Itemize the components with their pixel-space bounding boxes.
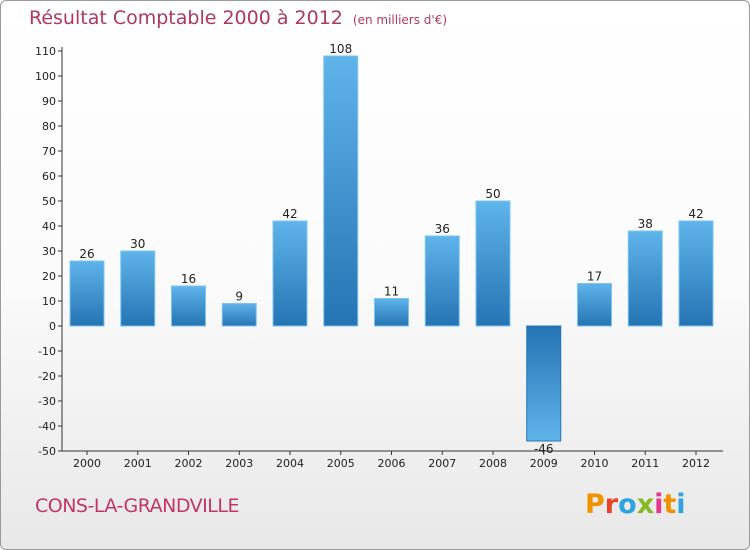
bar-2001 <box>120 250 156 327</box>
x-tick-label: 2012 <box>682 457 710 470</box>
x-tick-label: 2001 <box>124 457 152 470</box>
data-label-2011: 38 <box>638 217 653 231</box>
y-tick-label: 40 <box>42 220 56 233</box>
y-tick-label: 20 <box>42 270 56 283</box>
bar-2006 <box>374 298 409 327</box>
x-tick-label: 2007 <box>428 457 456 470</box>
bar-2002 <box>171 285 206 327</box>
y-tick-label: 90 <box>42 95 56 108</box>
x-tick-label: 2003 <box>225 457 253 470</box>
bar-2000 <box>69 260 105 327</box>
data-label-2006: 11 <box>384 285 399 299</box>
y-tick-label: -30 <box>38 395 56 408</box>
x-tick-label: 2006 <box>378 457 406 470</box>
bar-2008 <box>475 200 511 327</box>
bar-2007 <box>424 235 460 327</box>
y-tick-label: -50 <box>38 445 56 458</box>
x-tick-label: 2002 <box>175 457 203 470</box>
x-tick-label: 2008 <box>479 457 507 470</box>
x-tick-label: 2000 <box>73 457 101 470</box>
y-tick-label: -10 <box>38 345 56 358</box>
x-tick-label: 2005 <box>327 457 355 470</box>
proxiti-logo: Proxiti <box>585 489 686 520</box>
data-label-2012: 42 <box>688 207 703 221</box>
logo-letter: o <box>618 489 637 520</box>
y-tick-label: 50 <box>42 195 56 208</box>
x-tick-label: 2004 <box>276 457 304 470</box>
data-label-2001: 30 <box>130 237 145 251</box>
y-tick-label: 0 <box>49 320 56 333</box>
data-label-2000: 26 <box>79 247 94 261</box>
x-tick-label: 2009 <box>530 457 558 470</box>
data-label-2003: 9 <box>235 290 243 304</box>
y-tick-label: 30 <box>42 245 56 258</box>
logo-letter: i <box>654 489 664 520</box>
logo-letter: P <box>585 489 605 520</box>
data-label-2002: 16 <box>181 272 196 286</box>
bar-2004 <box>272 220 308 327</box>
logo-letter: x <box>636 489 655 520</box>
bar-2012 <box>678 220 714 327</box>
title-unit: (en milliers d'€) <box>352 13 448 27</box>
data-label-2010: 17 <box>587 270 602 284</box>
x-tick-label: 2011 <box>631 457 659 470</box>
x-tick-label: 2010 <box>581 457 609 470</box>
y-tick-label: 70 <box>42 145 56 158</box>
bar-2009 <box>526 325 562 442</box>
y-tick-label: -40 <box>38 420 56 433</box>
title-text: Résultat Comptable 2000 à 2012 <box>29 7 343 29</box>
y-tick-label: 10 <box>42 295 56 308</box>
data-label-2008: 50 <box>485 187 500 201</box>
data-label-2009: -46 <box>534 442 554 456</box>
y-tick-label: 110 <box>35 45 56 58</box>
y-tick-label: 80 <box>42 120 56 133</box>
y-tick-label: 60 <box>42 170 56 183</box>
logo-letter: r <box>604 489 619 520</box>
y-tick-label: 100 <box>35 70 56 83</box>
bar-2010 <box>577 283 612 327</box>
chart-title: Résultat Comptable 2000 à 2012 (en millie… <box>29 7 447 29</box>
logo-letter: t <box>663 489 677 520</box>
data-label-2005: 108 <box>329 42 352 56</box>
data-label-2004: 42 <box>282 207 297 221</box>
bar-2005 <box>323 55 359 327</box>
bar-2011 <box>627 230 663 327</box>
logo-letter: i <box>676 489 686 520</box>
city-name: CONS-LA-GRANDVILLE <box>35 495 239 517</box>
y-tick-label: -20 <box>38 370 56 383</box>
data-label-2007: 36 <box>435 222 450 236</box>
bar-2003 <box>221 303 257 327</box>
